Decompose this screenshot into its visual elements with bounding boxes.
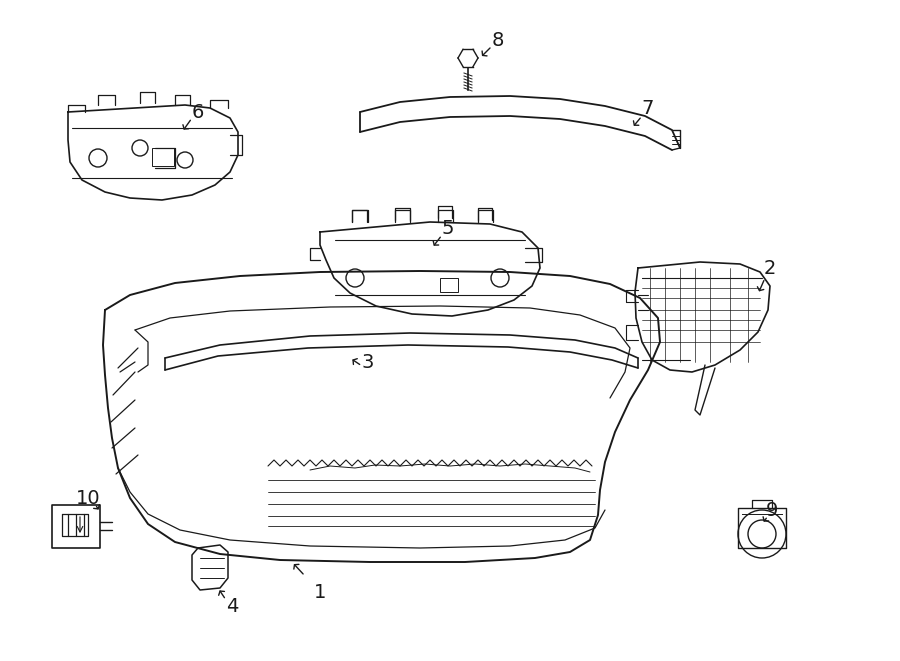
Text: 9: 9 — [766, 500, 778, 520]
Bar — [440, 278, 458, 292]
Text: 2: 2 — [764, 258, 776, 278]
Text: 6: 6 — [192, 102, 204, 122]
Text: 7: 7 — [642, 98, 654, 118]
Text: 5: 5 — [442, 219, 454, 237]
Text: 8: 8 — [491, 30, 504, 50]
Text: 4: 4 — [226, 596, 239, 615]
Bar — [152, 148, 174, 166]
Bar — [52, 505, 100, 548]
Text: 3: 3 — [362, 352, 374, 371]
Bar — [738, 508, 786, 548]
Text: 10: 10 — [76, 488, 100, 508]
Text: 1: 1 — [314, 582, 326, 602]
